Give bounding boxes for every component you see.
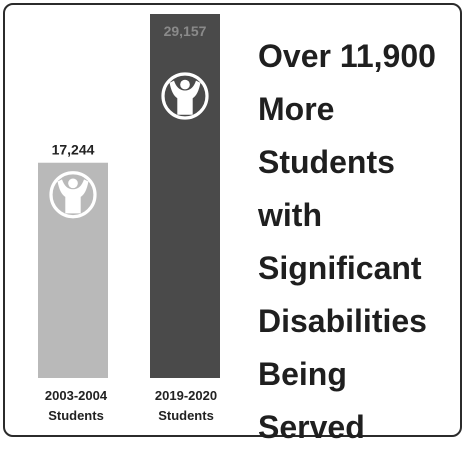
child-figure-icon	[49, 171, 97, 219]
value-label-2: 29,157	[164, 23, 207, 39]
category-label-1-unit: Students	[48, 408, 104, 423]
category-label-2-year: 2019-2020	[154, 388, 218, 403]
category-label-1-year: 2003-2004	[44, 388, 108, 403]
headline-line-3: Students	[258, 144, 395, 180]
headline-line-2: More	[258, 91, 335, 127]
headline-line-5: Significant	[258, 250, 422, 286]
headline-line-8: Served	[258, 409, 365, 445]
bar-chart: 17,244 29,157	[38, 14, 220, 378]
category-label-2: 2019-2020 Students	[138, 386, 234, 426]
headline-line-4: with	[258, 197, 322, 233]
category-label-2-unit: Students	[158, 408, 214, 423]
value-label-1: 17,244	[52, 142, 95, 158]
headline: Over 11,900 More Students with Significa…	[258, 30, 468, 454]
headline-line-7: Being	[258, 356, 347, 392]
child-figure-icon	[161, 72, 209, 120]
category-label-1: 2003-2004 Students	[30, 386, 122, 426]
headline-line-6: Disabilities	[258, 303, 427, 339]
headline-line-1: Over 11,900	[258, 38, 436, 74]
bar-2	[150, 14, 220, 378]
